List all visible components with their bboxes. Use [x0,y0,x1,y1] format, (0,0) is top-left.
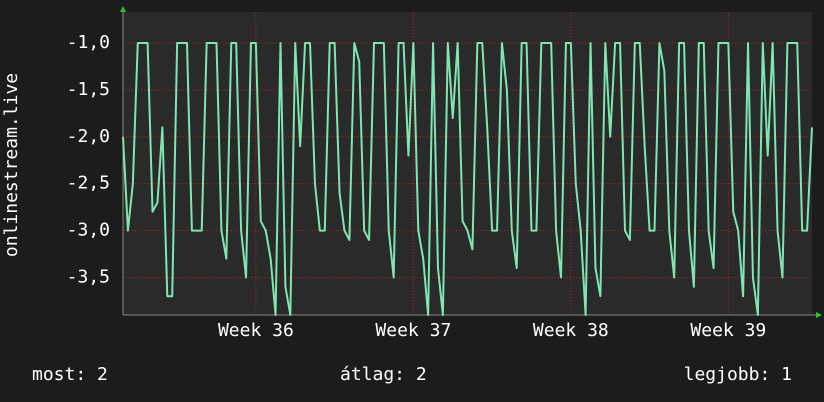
x-tick-label: Week 39 [690,320,766,341]
y-tick-label: -3,5 [67,266,110,287]
legend-best: legjobb: 1 [684,364,792,385]
y-tick-label: -1,0 [67,32,110,53]
x-arrow [816,312,822,318]
legend-average: átlag: 2 [340,364,427,385]
x-tick-label: Week 37 [375,320,451,341]
y-axis-label: onlinestream.live [1,73,22,257]
y-tick-label: -3,0 [67,220,110,241]
y-arrow [120,6,126,12]
plot-area [123,12,812,315]
x-tick-label: Week 38 [533,320,609,341]
legend-current: most: 2 [32,364,108,385]
y-tick-label: -1,5 [67,79,110,100]
y-tick-label: -2,5 [67,173,110,194]
data-line [122,41,813,316]
x-tick-label: Week 36 [218,320,294,341]
y-tick-label: -2,0 [67,126,110,147]
